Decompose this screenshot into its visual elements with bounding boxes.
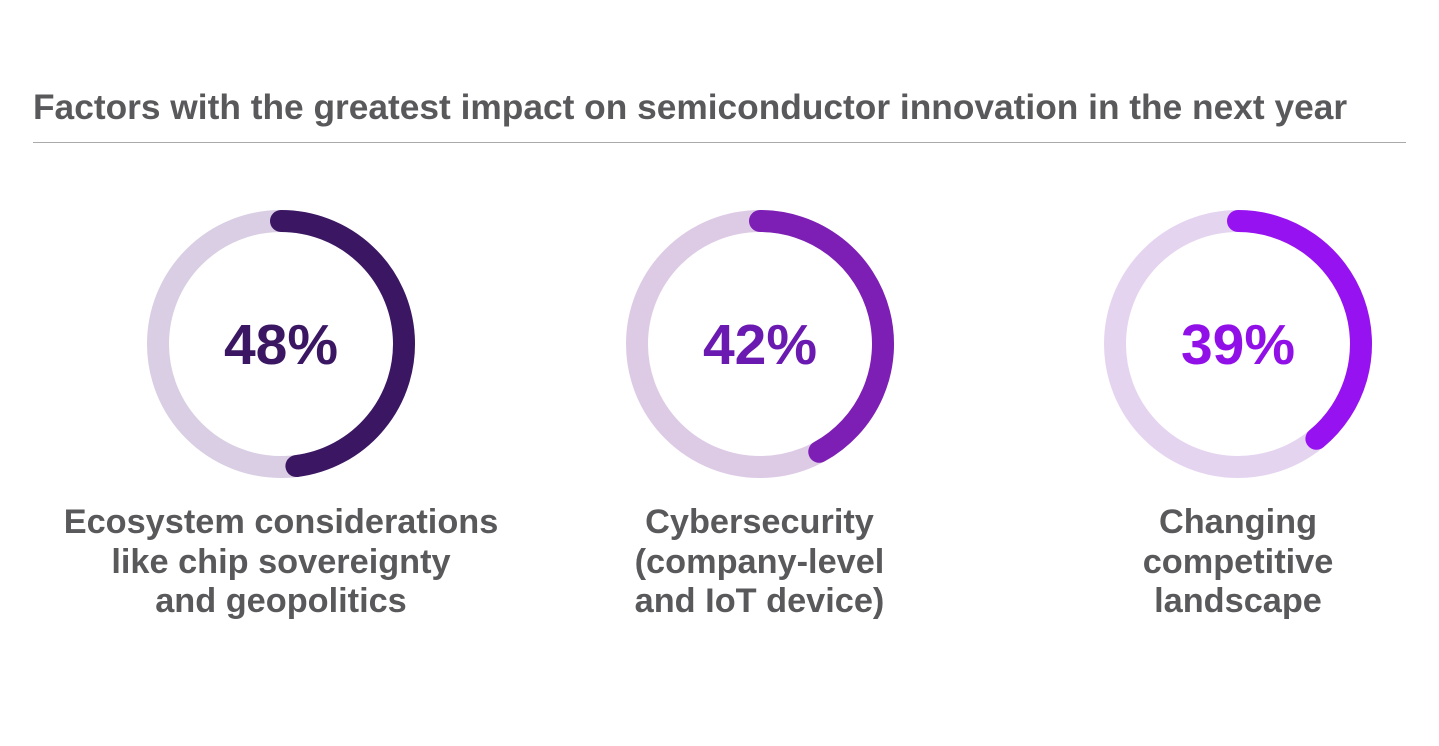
svg-text:39%: 39% bbox=[1181, 313, 1295, 377]
svg-text:42%: 42% bbox=[702, 313, 816, 377]
svg-text:48%: 48% bbox=[224, 313, 338, 377]
